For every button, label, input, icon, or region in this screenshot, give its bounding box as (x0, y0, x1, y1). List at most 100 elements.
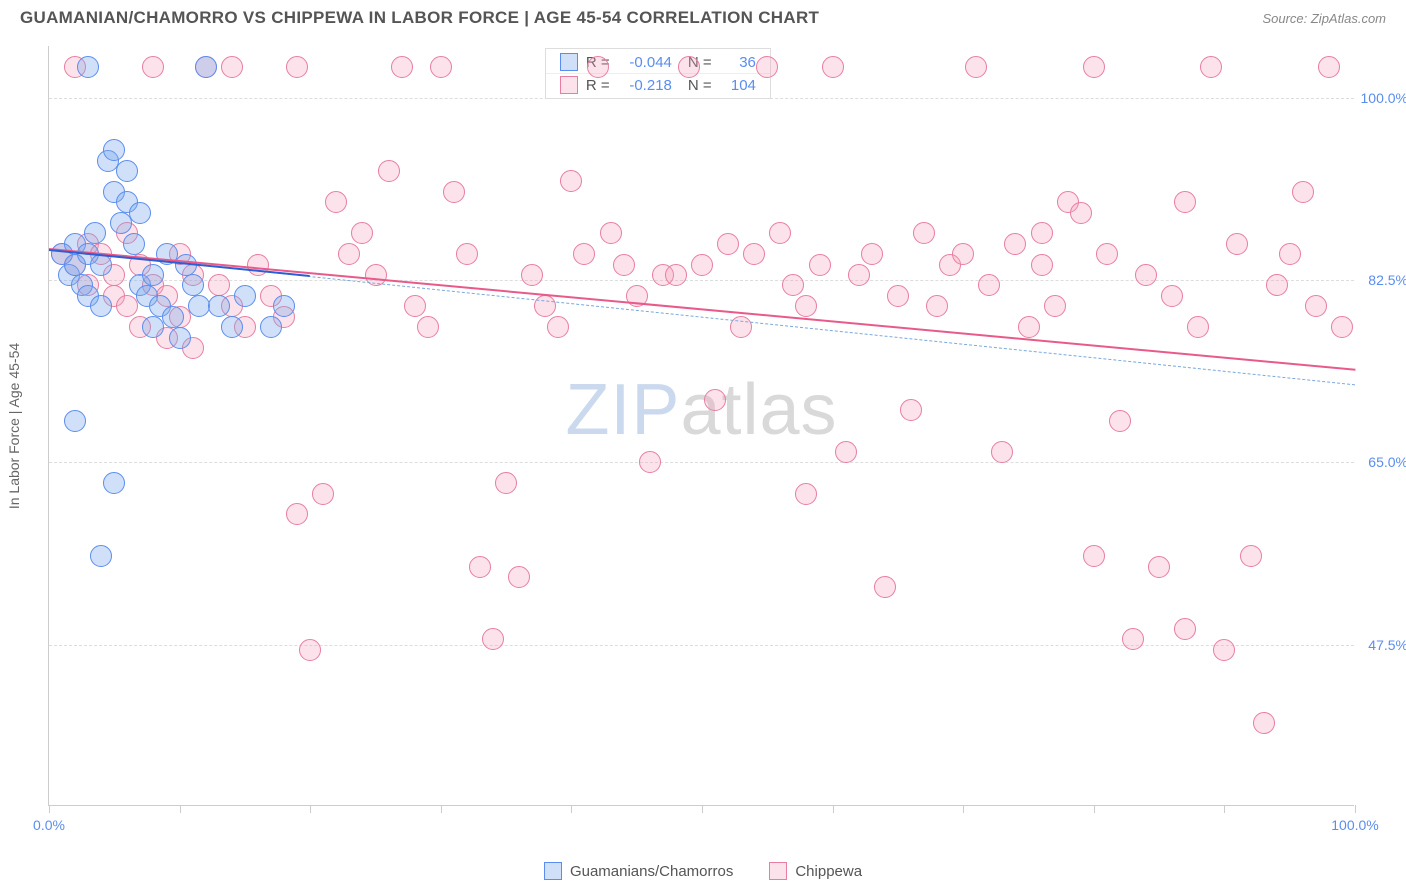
data-point (312, 483, 334, 505)
data-point (521, 264, 543, 286)
data-point (286, 56, 308, 78)
data-point (691, 254, 713, 276)
data-point (234, 285, 256, 307)
data-point (129, 202, 151, 224)
data-point (90, 295, 112, 317)
grid-line (49, 98, 1354, 99)
legend-n-value: 104 (722, 77, 756, 94)
data-point (391, 56, 413, 78)
data-point (665, 264, 687, 286)
data-point (756, 56, 778, 78)
data-point (116, 160, 138, 182)
chart-source: Source: ZipAtlas.com (1262, 11, 1386, 26)
data-point (221, 316, 243, 338)
data-point (142, 264, 164, 286)
data-point (1004, 233, 1026, 255)
data-point (991, 441, 1013, 463)
data-point (639, 451, 661, 473)
data-point (795, 295, 817, 317)
data-point (417, 316, 439, 338)
legend-r-label: R = (586, 77, 612, 94)
data-point (325, 191, 347, 213)
data-point (1122, 628, 1144, 650)
data-point (351, 222, 373, 244)
x-tick (180, 805, 181, 813)
data-point (613, 254, 635, 276)
data-point (90, 545, 112, 567)
data-point (482, 628, 504, 650)
data-point (848, 264, 870, 286)
data-point (704, 389, 726, 411)
data-point (299, 639, 321, 661)
data-point (1279, 243, 1301, 265)
data-point (103, 139, 125, 161)
data-point (162, 306, 184, 328)
data-point (64, 410, 86, 432)
data-point (782, 274, 804, 296)
data-point (123, 233, 145, 255)
watermark-part2: atlas (680, 370, 837, 450)
data-point (534, 295, 556, 317)
data-point (169, 327, 191, 349)
data-point (1148, 556, 1170, 578)
legend-label: Chippewa (795, 863, 862, 880)
scatter-chart: In Labor Force | Age 45-54 ZIPatlas R =-… (48, 46, 1354, 806)
data-point (1135, 264, 1157, 286)
data-point (1305, 295, 1327, 317)
data-point (1174, 191, 1196, 213)
legend-stat-row: R =-0.044N =36 (546, 51, 770, 74)
data-point (1226, 233, 1248, 255)
data-point (1083, 56, 1105, 78)
data-point (1266, 274, 1288, 296)
legend-swatch (769, 862, 787, 880)
data-point (874, 576, 896, 598)
data-point (103, 472, 125, 494)
y-tick-label: 65.0% (1368, 454, 1406, 470)
data-point (600, 222, 622, 244)
data-point (1070, 202, 1092, 224)
data-point (560, 170, 582, 192)
data-point (861, 243, 883, 265)
data-point (1096, 243, 1118, 265)
data-point (508, 566, 530, 588)
data-point (430, 56, 452, 78)
x-tick (1355, 805, 1356, 813)
data-point (769, 222, 791, 244)
data-point (1331, 316, 1353, 338)
legend-swatch (560, 53, 578, 71)
data-point (1200, 56, 1222, 78)
data-point (273, 295, 295, 317)
data-point (378, 160, 400, 182)
chart-header: GUAMANIAN/CHAMORRO VS CHIPPEWA IN LABOR … (0, 0, 1406, 32)
data-point (900, 399, 922, 421)
data-point (913, 222, 935, 244)
legend-item: Guamanians/Chamorros (544, 862, 733, 880)
data-point (1031, 254, 1053, 276)
x-tick-label: 100.0% (1331, 817, 1378, 833)
legend-swatch (560, 76, 578, 94)
legend-item: Chippewa (769, 862, 862, 880)
y-tick-label: 47.5% (1368, 637, 1406, 653)
data-point (1318, 56, 1340, 78)
data-point (795, 483, 817, 505)
legend-r-value: -0.218 (620, 77, 672, 94)
data-point (1161, 285, 1183, 307)
x-tick (1094, 805, 1095, 813)
data-point (116, 295, 138, 317)
legend-label: Guamanians/Chamorros (570, 863, 733, 880)
y-axis-label: In Labor Force | Age 45-54 (6, 342, 22, 508)
data-point (1253, 712, 1275, 734)
data-point (678, 56, 700, 78)
watermark-part1: ZIP (565, 370, 680, 450)
data-point (887, 285, 909, 307)
x-tick (1224, 805, 1225, 813)
data-point (469, 556, 491, 578)
grid-line (49, 280, 1354, 281)
grid-line (49, 645, 1354, 646)
data-point (1174, 618, 1196, 640)
series-legend: Guamanians/Chamorros Chippewa (0, 862, 1406, 880)
data-point (1109, 410, 1131, 432)
data-point (1292, 181, 1314, 203)
x-tick (310, 805, 311, 813)
data-point (1018, 316, 1040, 338)
